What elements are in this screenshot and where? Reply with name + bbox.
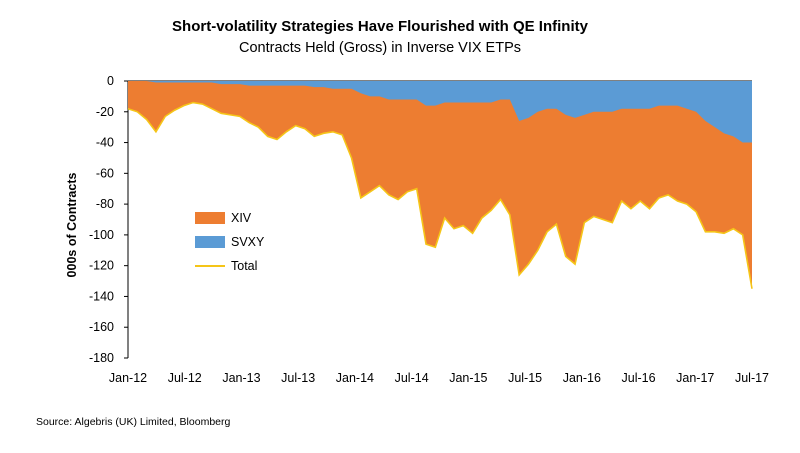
x-tick-label: Jul-16 xyxy=(622,371,656,385)
chart-subtitle: Contracts Held (Gross) in Inverse VIX ET… xyxy=(238,40,522,56)
x-tick-label: Jul-13 xyxy=(281,371,315,385)
source-note: Source: Algebris (UK) Limited, Bloomberg xyxy=(36,416,231,428)
legend: XIV SVXY Total xyxy=(195,211,265,273)
x-tick-label: Jan-14 xyxy=(336,371,374,385)
x-tick-label: Jan-17 xyxy=(676,371,714,385)
legend-label-svxy: SVXY xyxy=(231,235,265,249)
legend-swatch-xiv xyxy=(195,212,225,224)
y-tick-label: -140 xyxy=(89,289,114,303)
x-tick-label: Jul-14 xyxy=(395,371,429,385)
y-tick-label: -100 xyxy=(89,228,114,242)
legend-label-xiv: XIV xyxy=(231,211,252,225)
y-tick-label: -20 xyxy=(96,105,114,119)
series-xiv-area xyxy=(128,81,752,289)
y-tick-label: 0 xyxy=(107,74,114,88)
y-tick-label: -80 xyxy=(96,197,114,211)
x-tick-label: Jan-13 xyxy=(222,371,260,385)
y-tick-label: -40 xyxy=(96,136,114,150)
x-tick-label: Jan-15 xyxy=(449,371,487,385)
legend-swatch-svxy xyxy=(195,236,225,248)
x-tick-label: Jul-12 xyxy=(168,371,202,385)
y-tick-label: -160 xyxy=(89,320,114,334)
legend-label-total: Total xyxy=(231,259,257,273)
chart-title: Short-volatility Strategies Have Flouris… xyxy=(172,18,588,35)
y-tick-label: -120 xyxy=(89,259,114,273)
y-tick-label: -180 xyxy=(89,351,114,365)
series-layer xyxy=(127,81,753,289)
x-tick-label: Jul-15 xyxy=(508,371,542,385)
series-svxy-area xyxy=(128,81,752,143)
series-total-line xyxy=(127,101,753,289)
x-tick-label: Jan-16 xyxy=(563,371,601,385)
x-tick-label: Jan-12 xyxy=(109,371,147,385)
y-tick-label: -60 xyxy=(96,166,114,180)
x-tick-label: Jul-17 xyxy=(735,371,769,385)
y-axis-label: 000s of Contracts xyxy=(65,173,79,278)
